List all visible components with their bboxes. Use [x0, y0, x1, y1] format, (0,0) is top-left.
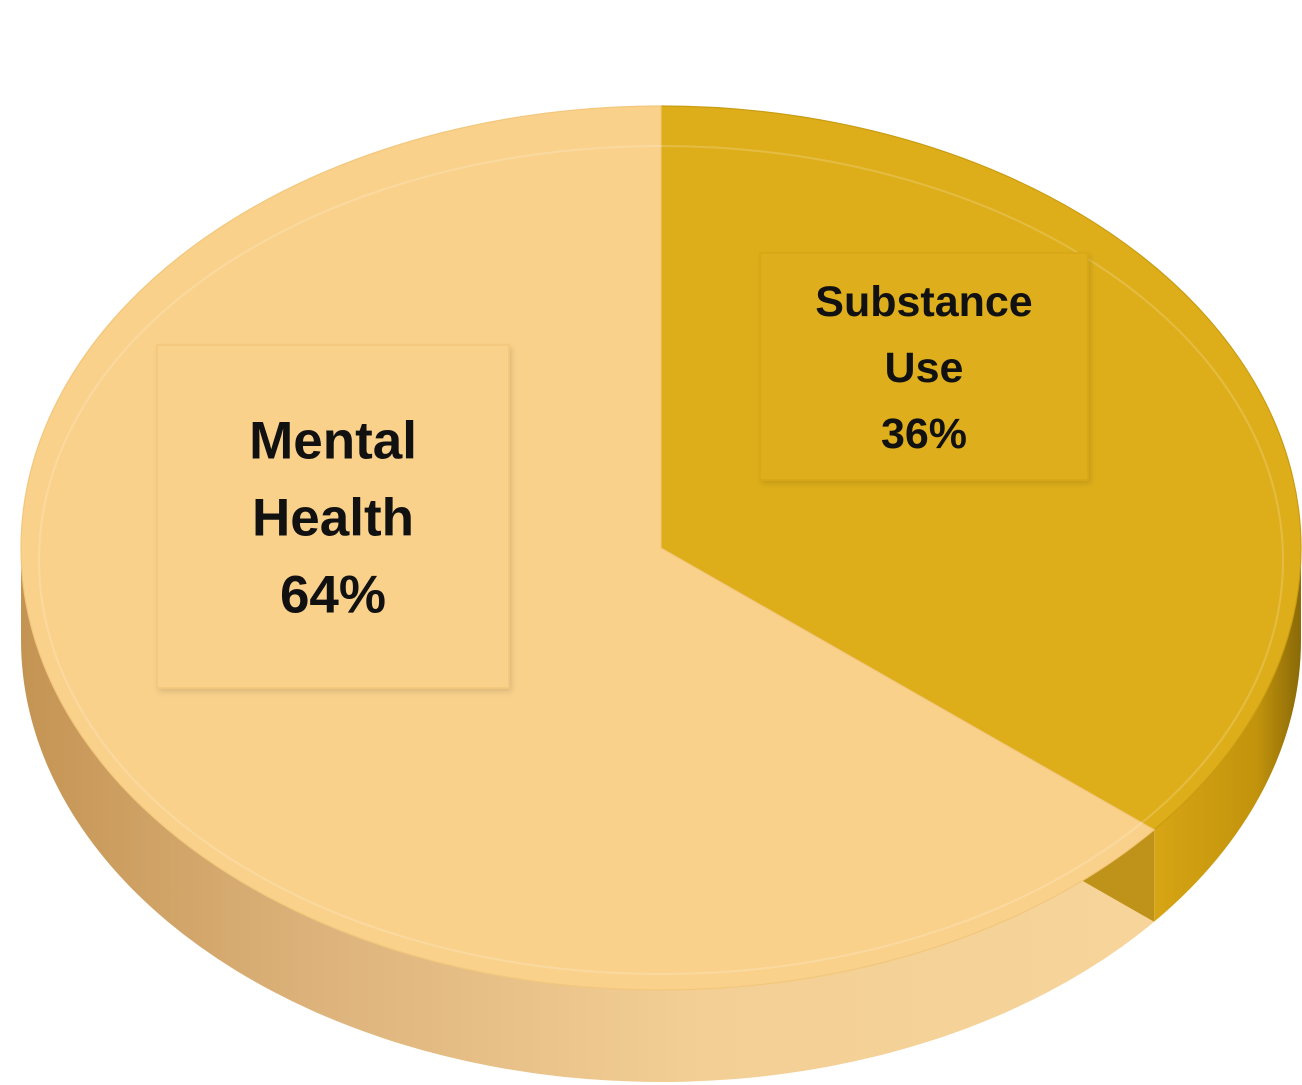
data-label-substance-use: Substance Use 36%	[759, 252, 1089, 481]
data-label-name-mental-health: Health	[252, 489, 414, 548]
pie-labels: Substance Use 36% Mental Health 64%	[156, 252, 1089, 689]
data-label-name-substance-use: Use	[885, 344, 964, 392]
pie-side-mental-health	[21, 548, 1155, 1082]
pie-bevel	[38, 145, 1284, 975]
data-label-box-mental-health	[156, 344, 510, 689]
data-label-name-substance-use: Substance	[815, 278, 1032, 326]
data-label-percent-mental-health: 64%	[280, 566, 386, 625]
data-label-percent-substance-use: 36%	[881, 410, 967, 458]
data-label-mental-health: Mental Health 64%	[156, 344, 510, 689]
pie-side-substance-use	[1154, 548, 1301, 922]
data-label-box-substance-use	[759, 252, 1089, 481]
data-label-name-mental-health: Mental	[249, 412, 417, 471]
pie-slice-mental-health	[20, 105, 1156, 991]
